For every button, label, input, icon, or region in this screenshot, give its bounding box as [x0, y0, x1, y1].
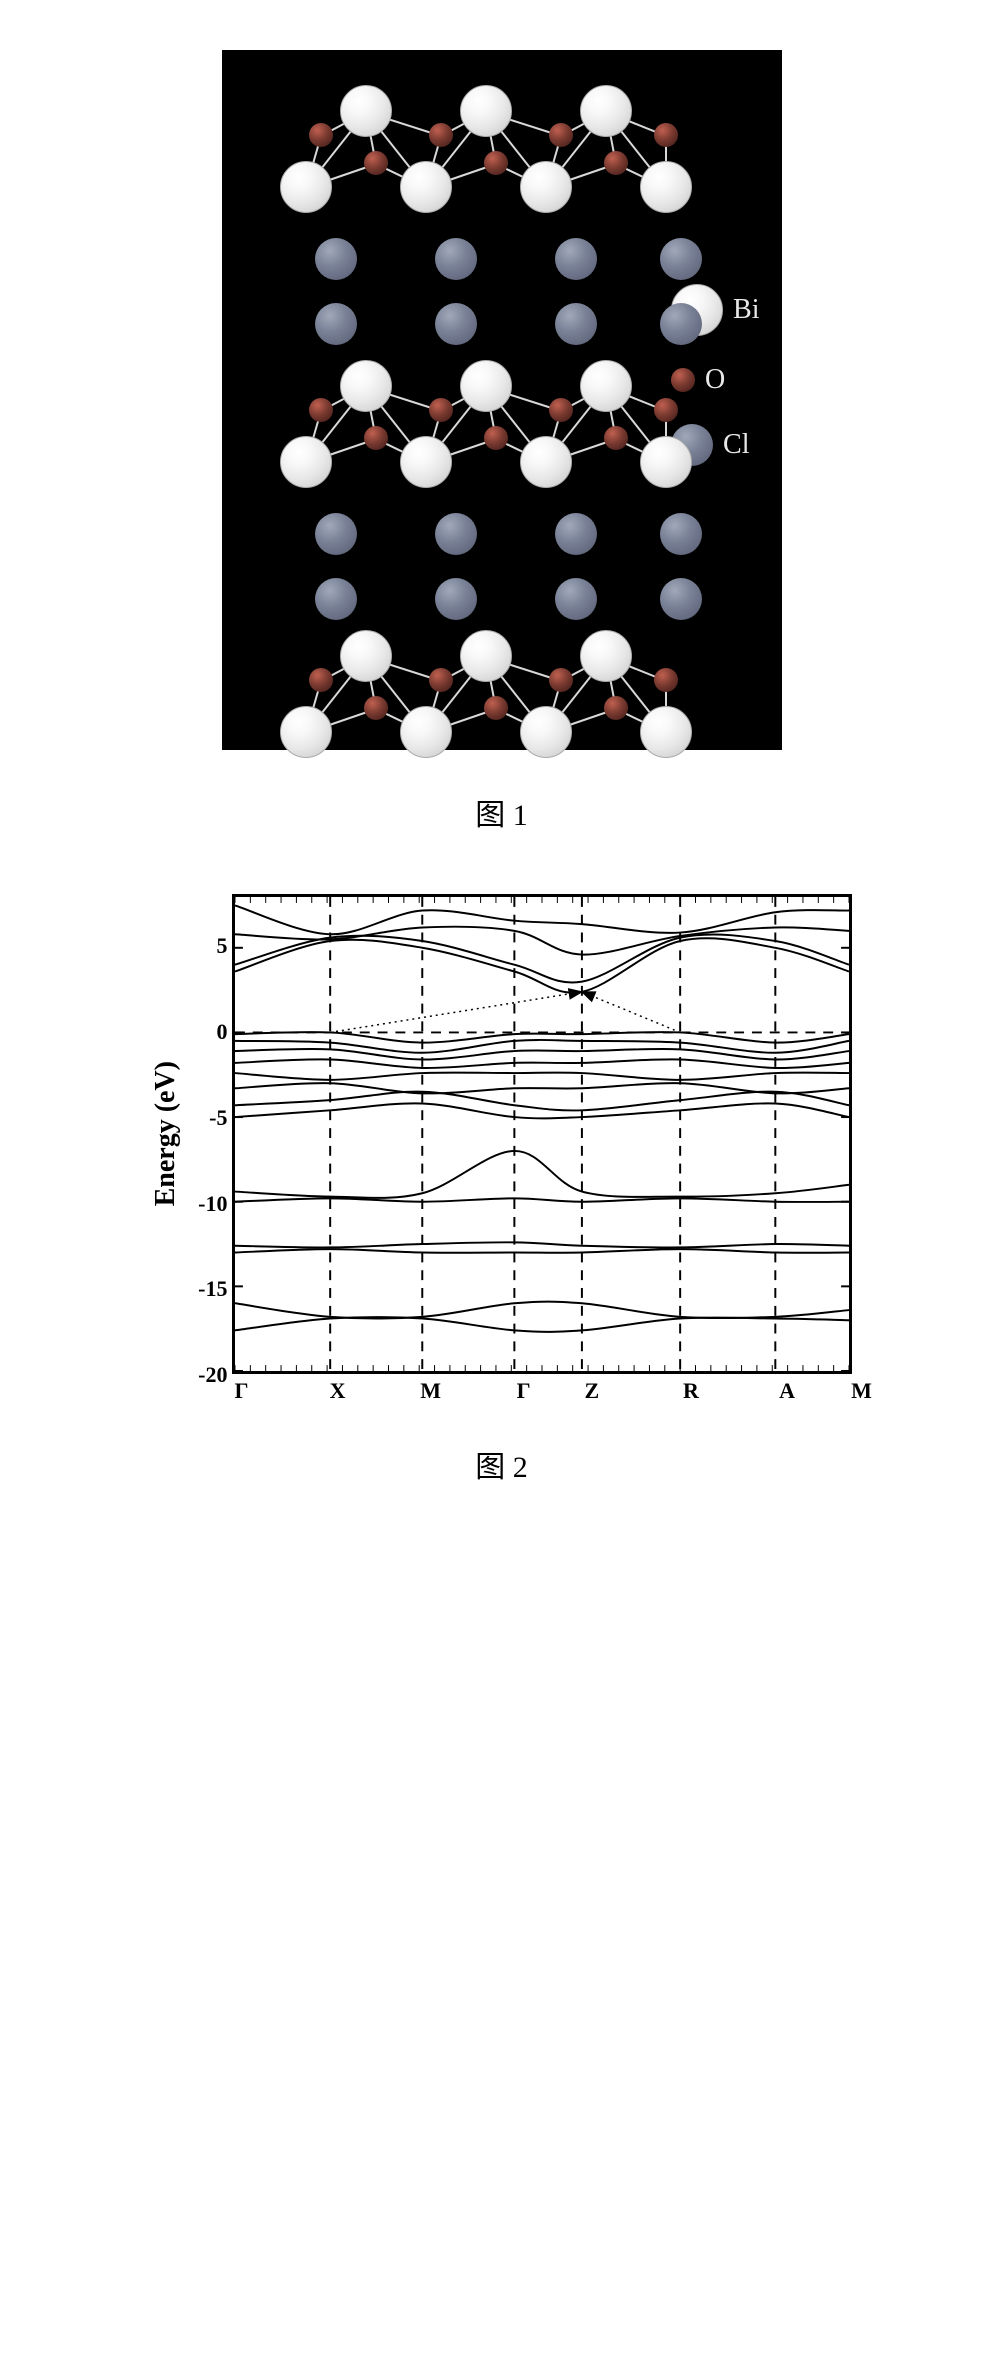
bi-atom — [460, 360, 512, 412]
bi-atom — [280, 161, 332, 213]
figure-2-caption: 图 2 — [60, 1442, 943, 1486]
y-axis-label: Energy (eV) — [142, 1061, 182, 1206]
bi-atom — [640, 161, 692, 213]
o-atom — [429, 123, 453, 147]
x-axis-ticks: ΓXMΓZRAM — [242, 1374, 862, 1402]
cl-atom — [555, 513, 597, 555]
o-atom — [429, 668, 453, 692]
cl-atom — [555, 303, 597, 345]
crystal-structure-canvas: Bi O Cl — [222, 50, 782, 750]
bi-atom — [400, 706, 452, 758]
y-axis-ticks: 50-5-10-15-20 — [182, 894, 232, 1374]
bi-atom — [520, 161, 572, 213]
cl-atom — [315, 513, 357, 555]
x-tick-label: M — [851, 1378, 872, 1404]
o-atom — [364, 426, 388, 450]
cl-atom — [660, 578, 702, 620]
bi-atom — [340, 85, 392, 137]
o-atom — [604, 151, 628, 175]
bi-atom — [520, 436, 572, 488]
cl-atom — [660, 238, 702, 280]
o-atom — [309, 398, 333, 422]
o-atom — [309, 668, 333, 692]
o-atom — [484, 151, 508, 175]
bi-atom — [280, 706, 332, 758]
o-atom — [549, 668, 573, 692]
o-atom — [604, 696, 628, 720]
y-tick-label: 0 — [217, 1019, 228, 1045]
cl-atom — [660, 303, 702, 345]
y-tick-label: -15 — [198, 1276, 227, 1302]
bi-atom — [460, 630, 512, 682]
bi-atom — [580, 630, 632, 682]
y-tick-label: 5 — [217, 933, 228, 959]
x-tick-label: A — [779, 1378, 795, 1404]
figure-1-caption: 图 1 — [60, 790, 943, 834]
bi-atom — [640, 706, 692, 758]
x-tick-label: X — [330, 1378, 346, 1404]
o-atom — [654, 668, 678, 692]
legend-item-o: O — [671, 364, 759, 396]
band-structure-plot — [232, 894, 852, 1374]
bi-atom — [520, 706, 572, 758]
x-tick-label: M — [420, 1378, 441, 1404]
figure-1-crystal-structure: Bi O Cl — [222, 50, 782, 750]
cl-atom — [435, 303, 477, 345]
y-tick-label: -10 — [198, 1191, 227, 1217]
o-atom — [549, 398, 573, 422]
bi-atom — [580, 360, 632, 412]
o-atom — [549, 123, 573, 147]
cl-atom — [435, 513, 477, 555]
o-atom — [604, 426, 628, 450]
cl-atom — [555, 578, 597, 620]
cl-atom — [435, 578, 477, 620]
x-tick-label: Γ — [235, 1378, 249, 1404]
x-tick-label: Z — [584, 1378, 599, 1404]
bi-atom — [340, 360, 392, 412]
legend-label-o: O — [705, 364, 725, 396]
legend-label-bi: Bi — [733, 294, 759, 326]
x-tick-label: Γ — [517, 1378, 531, 1404]
o-atom — [364, 696, 388, 720]
o-atom — [429, 398, 453, 422]
figure-2-band-structure: Energy (eV) 50-5-10-15-20 ΓXMΓZRAM — [142, 894, 862, 1402]
cl-atom — [555, 238, 597, 280]
o-atom — [654, 123, 678, 147]
o-atom — [309, 123, 333, 147]
bi-atom — [460, 85, 512, 137]
y-tick-label: -20 — [198, 1362, 227, 1388]
bi-atom — [400, 161, 452, 213]
o-atom — [364, 151, 388, 175]
bi-atom — [340, 630, 392, 682]
o-atom — [484, 696, 508, 720]
cl-atom — [315, 578, 357, 620]
y-tick-label: -5 — [209, 1105, 227, 1131]
cl-atom — [315, 303, 357, 345]
o-icon — [671, 368, 695, 392]
cl-atom — [435, 238, 477, 280]
bi-atom — [640, 436, 692, 488]
legend-label-cl: Cl — [723, 429, 749, 461]
x-tick-label: R — [683, 1378, 699, 1404]
o-atom — [654, 398, 678, 422]
bi-atom — [580, 85, 632, 137]
bi-atom — [400, 436, 452, 488]
cl-atom — [660, 513, 702, 555]
bi-atom — [280, 436, 332, 488]
o-atom — [484, 426, 508, 450]
cl-atom — [315, 238, 357, 280]
